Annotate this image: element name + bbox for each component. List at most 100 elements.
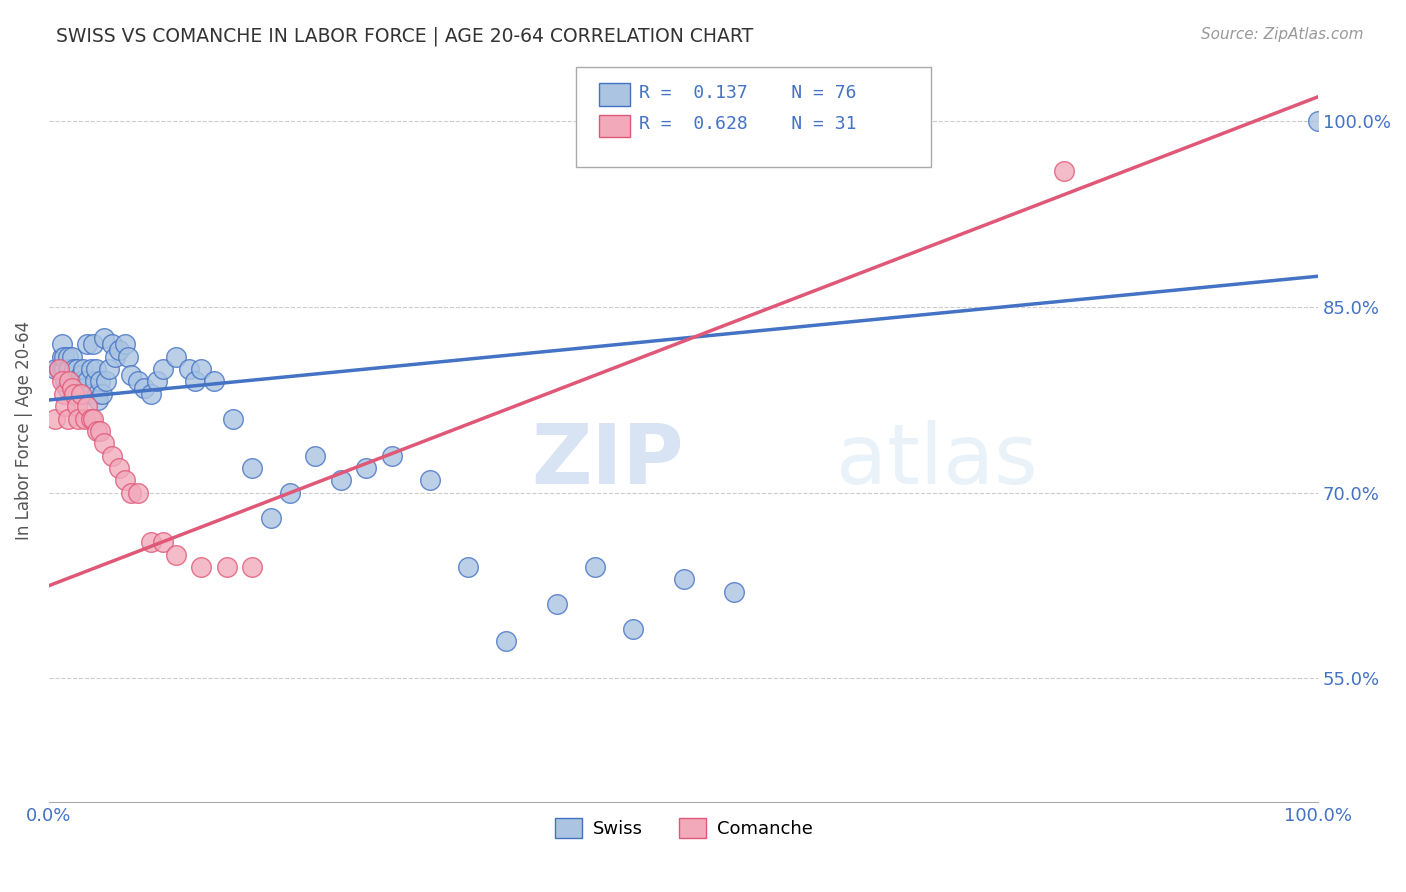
Point — [53, 350, 76, 364]
Point — [51, 350, 73, 364]
Point — [63, 375, 86, 389]
Point — [127, 375, 149, 389]
Point — [66, 399, 89, 413]
Point — [79, 386, 101, 401]
Point — [381, 449, 404, 463]
Point — [121, 368, 143, 383]
Point — [121, 485, 143, 500]
Point — [202, 375, 225, 389]
Point — [86, 386, 108, 401]
Point — [73, 381, 96, 395]
Point — [63, 362, 86, 376]
Point — [117, 350, 139, 364]
Text: R =  0.137    N = 76: R = 0.137 N = 76 — [640, 84, 856, 102]
Point — [82, 411, 104, 425]
Point — [107, 343, 129, 358]
Point — [84, 362, 107, 376]
FancyBboxPatch shape — [599, 83, 630, 105]
Point — [48, 362, 70, 376]
Point — [165, 548, 187, 562]
Point — [146, 375, 169, 389]
Y-axis label: In Labor Force | Age 20-64: In Labor Force | Age 20-64 — [15, 321, 32, 541]
Point — [1308, 114, 1330, 128]
Text: atlas: atlas — [835, 420, 1038, 501]
Point — [55, 399, 77, 413]
Point — [62, 386, 84, 401]
Point — [76, 337, 98, 351]
Point — [44, 411, 66, 425]
Point — [134, 381, 156, 395]
Point — [80, 411, 103, 425]
Text: Source: ZipAtlas.com: Source: ZipAtlas.com — [1201, 27, 1364, 42]
Point — [58, 362, 80, 376]
Point — [304, 449, 326, 463]
Text: R =  0.628    N = 31: R = 0.628 N = 31 — [640, 114, 856, 133]
Point — [495, 634, 517, 648]
Point — [80, 362, 103, 376]
Point — [51, 337, 73, 351]
Point — [139, 386, 162, 401]
Point — [67, 411, 90, 425]
Point — [127, 485, 149, 500]
Point — [70, 375, 93, 389]
Point — [419, 474, 441, 488]
Point — [66, 362, 89, 376]
Point — [83, 375, 105, 389]
Point — [60, 381, 83, 395]
Point — [55, 381, 77, 395]
Legend: Swiss, Comanche: Swiss, Comanche — [547, 811, 820, 846]
Point — [356, 461, 378, 475]
Text: ZIP: ZIP — [531, 420, 683, 501]
Point — [60, 350, 83, 364]
Point — [76, 375, 98, 389]
Point — [240, 461, 263, 475]
FancyBboxPatch shape — [575, 67, 931, 168]
Point — [260, 510, 283, 524]
Point — [152, 535, 174, 549]
Point — [165, 350, 187, 364]
Point — [583, 560, 606, 574]
Point — [69, 386, 91, 401]
Point — [67, 375, 90, 389]
Point — [51, 362, 73, 376]
Point — [114, 337, 136, 351]
Point — [51, 375, 73, 389]
Point — [457, 560, 479, 574]
Point — [66, 375, 89, 389]
Point — [114, 474, 136, 488]
Text: SWISS VS COMANCHE IN LABOR FORCE | AGE 20-64 CORRELATION CHART: SWISS VS COMANCHE IN LABOR FORCE | AGE 2… — [56, 27, 754, 46]
Point — [73, 411, 96, 425]
Point — [107, 461, 129, 475]
Point — [723, 585, 745, 599]
Point — [546, 597, 568, 611]
Point — [152, 362, 174, 376]
Point — [82, 337, 104, 351]
Point — [91, 386, 114, 401]
Point — [215, 560, 238, 574]
Point — [1053, 164, 1076, 178]
Point — [63, 386, 86, 401]
Point — [58, 375, 80, 389]
Point — [48, 362, 70, 376]
Point — [94, 375, 117, 389]
Point — [44, 362, 66, 376]
Point — [53, 362, 76, 376]
Point — [104, 350, 127, 364]
Point — [278, 485, 301, 500]
Point — [184, 375, 207, 389]
Point — [97, 362, 120, 376]
Point — [87, 392, 110, 407]
Point — [58, 375, 80, 389]
Point — [56, 350, 79, 364]
Point — [89, 375, 111, 389]
Point — [93, 331, 115, 345]
Point — [56, 411, 79, 425]
Point — [56, 362, 79, 376]
Point — [55, 375, 77, 389]
Point — [60, 368, 83, 383]
Point — [672, 573, 695, 587]
Point — [101, 449, 124, 463]
Point — [190, 560, 212, 574]
Point — [89, 424, 111, 438]
Point — [101, 337, 124, 351]
